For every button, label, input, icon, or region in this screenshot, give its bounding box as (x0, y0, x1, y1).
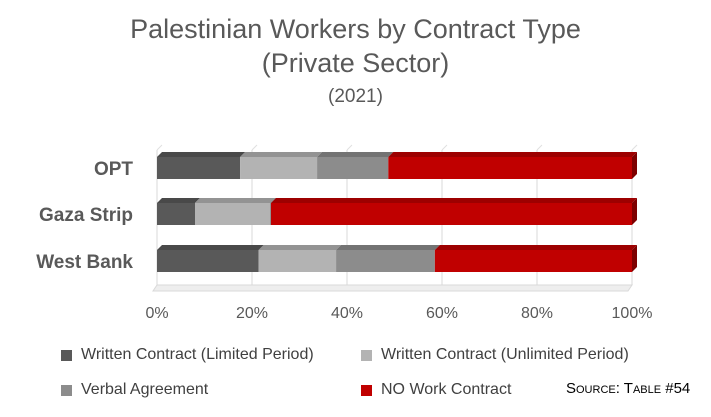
legend-swatch (361, 384, 372, 396)
bar-side (632, 245, 637, 272)
bar-top (270, 198, 276, 203)
legend-label: Written Contract (Unlimited Period) (381, 346, 629, 363)
gridline (251, 144, 258, 151)
gridline (346, 144, 353, 151)
bar-segment (434, 250, 632, 272)
bar-side (632, 152, 637, 179)
chart-year: (2021) (328, 86, 383, 107)
legend-item: Written Contract (Limited Period) (61, 346, 314, 364)
source-note: Source: Table #54 (566, 380, 691, 397)
bar-top (157, 152, 246, 157)
legend-swatch (61, 384, 72, 396)
bar-side (632, 198, 637, 225)
bar-top (240, 152, 323, 157)
legend-label: Verbal Agreement (81, 381, 209, 398)
gridline (536, 144, 543, 151)
x-tick-label: 60% (426, 305, 458, 322)
plot-floor (152, 284, 633, 292)
legend-item: Verbal Agreement (61, 381, 208, 399)
x-tick-label: 0% (145, 305, 168, 322)
x-tick-label: 80% (521, 305, 553, 322)
legend-item: Written Contract (Unlimited Period) (361, 346, 629, 364)
legend-label: NO Work Contract (381, 381, 512, 398)
bar-segment (317, 157, 389, 179)
bar-segment (258, 250, 337, 272)
legend-item: NO Work Contract (361, 381, 511, 399)
x-tick-label: 20% (236, 305, 268, 322)
y-category-label: Gaza Strip (39, 205, 133, 226)
bar-top (258, 245, 342, 250)
bar-segment (271, 203, 632, 225)
legend-swatch (361, 349, 372, 361)
bar-top (271, 198, 637, 203)
gridline (156, 144, 163, 151)
legend-swatch (61, 349, 72, 361)
bar-segment (388, 157, 632, 179)
bar-segment (195, 203, 271, 225)
y-category-label: West Bank (36, 252, 133, 273)
bar-top (317, 152, 394, 157)
x-tick-label: 100% (612, 305, 653, 322)
bar-segment (240, 157, 318, 179)
bar-top (157, 245, 264, 250)
y-category-label: OPT (94, 159, 133, 180)
bar-top (195, 198, 276, 203)
bar-top (388, 152, 637, 157)
gridline (441, 144, 448, 151)
bar-top (336, 245, 440, 250)
chart-subtitle: (Private Sector) (261, 48, 450, 78)
bar-segment (270, 203, 271, 225)
gridline (631, 144, 638, 151)
bar-top (157, 198, 200, 203)
bar-segment (157, 250, 259, 272)
legend-label: Written Contract (Limited Period) (81, 346, 314, 363)
bar-top (434, 245, 637, 250)
bar-segment (157, 157, 241, 179)
chart-title: Palestinian Workers by Contract Type (130, 14, 581, 44)
bar-segment (336, 250, 435, 272)
x-tick-label: 40% (331, 305, 363, 322)
bar-segment (157, 203, 195, 225)
